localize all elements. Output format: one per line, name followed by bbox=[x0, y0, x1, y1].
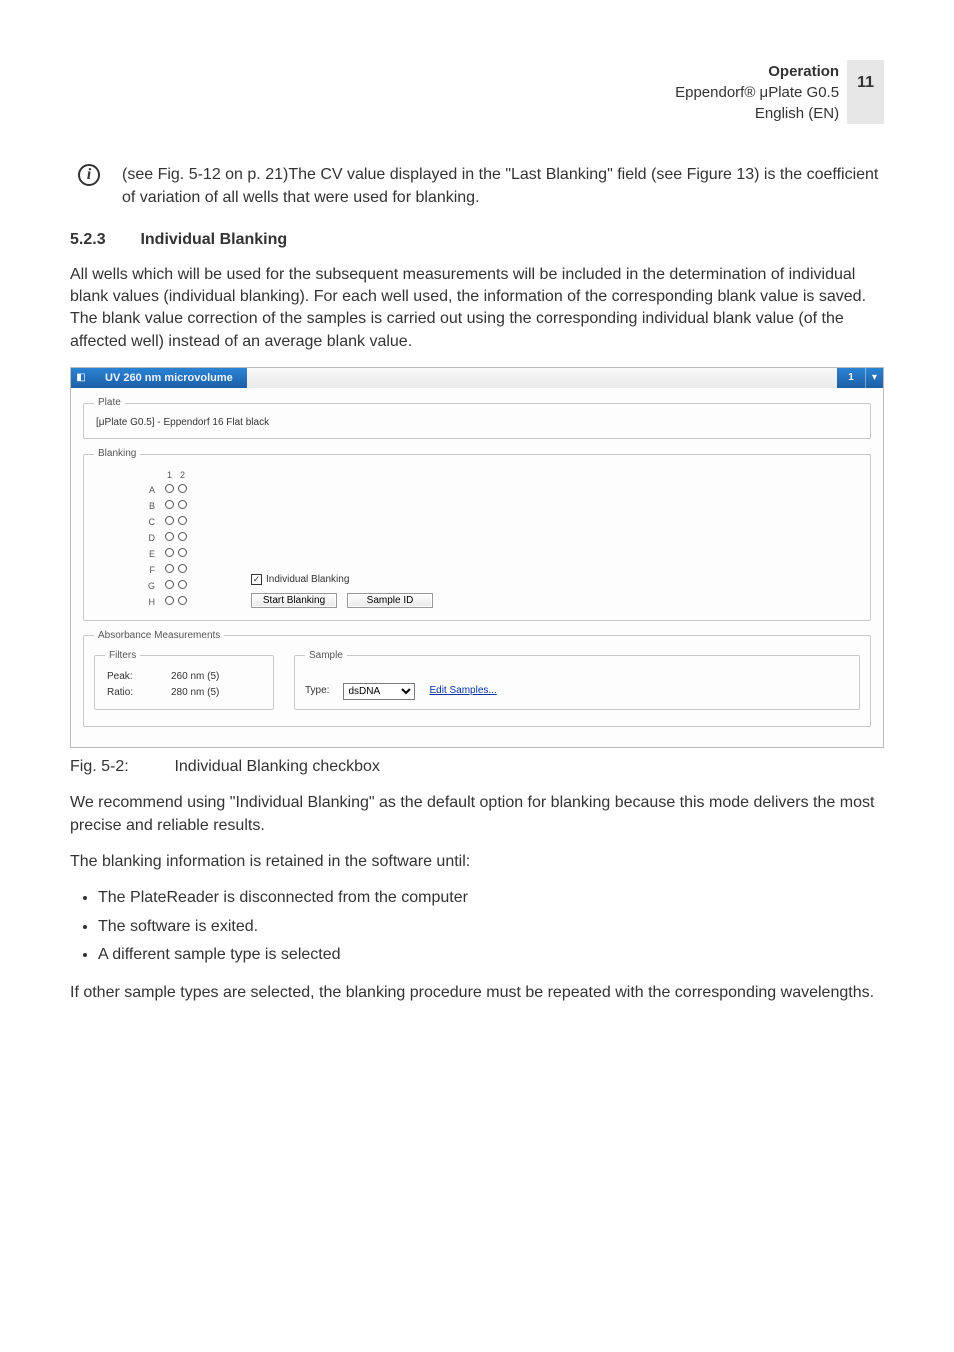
blanking-group: Blanking 12 ABCDEFGH ✓ Individual Blankin… bbox=[83, 447, 871, 621]
info-callout: i (see Fig. 5-12 on p. 21)The CV value d… bbox=[70, 164, 884, 209]
well[interactable] bbox=[165, 484, 174, 493]
well-row-header: D bbox=[148, 532, 161, 546]
header-product: Eppendorf® μPlate G0.5 bbox=[675, 82, 839, 103]
well[interactable] bbox=[165, 580, 174, 589]
bullet-item: The PlateReader is disconnected from the… bbox=[98, 887, 884, 909]
body-para-3: The blanking information is retained in … bbox=[70, 851, 884, 873]
titlebar-tab[interactable]: 1 bbox=[837, 368, 865, 388]
blanking-legend: Blanking bbox=[94, 447, 140, 461]
individual-blanking-checkbox[interactable]: ✓ Individual Blanking bbox=[251, 573, 433, 587]
well-col-header: 2 bbox=[178, 469, 187, 482]
well[interactable] bbox=[165, 516, 174, 525]
info-text: (see Fig. 5-12 on p. 21)The CV value dis… bbox=[122, 164, 884, 209]
plate-legend: Plate bbox=[94, 396, 125, 410]
well-col-header: 1 bbox=[165, 469, 174, 482]
well[interactable] bbox=[165, 500, 174, 509]
info-icon: i bbox=[78, 164, 100, 186]
well[interactable] bbox=[165, 532, 174, 541]
well[interactable] bbox=[178, 484, 187, 493]
plate-name: [μPlate G0.5] - Eppendorf 16 Flat black bbox=[94, 416, 860, 430]
peak-value: 260 nm (5) bbox=[171, 670, 219, 684]
well-row-header: G bbox=[148, 580, 161, 594]
type-label: Type: bbox=[305, 684, 329, 698]
figure-number: Fig. 5-2: bbox=[70, 756, 170, 778]
page-header: Operation Eppendorf® μPlate G0.5 English… bbox=[70, 60, 884, 124]
titlebar-spacer bbox=[247, 368, 837, 388]
sample-group: Sample Type: dsDNA Edit Samples... bbox=[294, 649, 860, 710]
figure-caption: Fig. 5-2: Individual Blanking checkbox bbox=[70, 756, 884, 778]
well[interactable] bbox=[165, 548, 174, 557]
check-icon: ✓ bbox=[251, 574, 262, 585]
well[interactable] bbox=[178, 564, 187, 573]
section-number: 5.2.3 bbox=[70, 229, 136, 251]
bullet-item: A different sample type is selected bbox=[98, 944, 884, 966]
well-row-header: H bbox=[148, 596, 161, 610]
titlebar: ◧ UV 260 nm microvolume 1 ▾ bbox=[71, 368, 883, 388]
filters-legend: Filters bbox=[105, 649, 140, 663]
well-row-header: B bbox=[148, 500, 161, 514]
page-number: 11 bbox=[847, 60, 884, 124]
app-screenshot: ◧ UV 260 nm microvolume 1 ▾ Plate [μPlat… bbox=[70, 367, 884, 748]
well[interactable] bbox=[178, 596, 187, 605]
well-row-header: C bbox=[148, 516, 161, 530]
header-title: Operation bbox=[675, 61, 839, 82]
ratio-label: Ratio: bbox=[107, 686, 147, 700]
absorbance-legend: Absorbance Measurements bbox=[94, 629, 224, 643]
well-row-header: F bbox=[148, 564, 161, 578]
well[interactable] bbox=[165, 596, 174, 605]
titlebar-text: UV 260 nm microvolume bbox=[91, 368, 247, 388]
type-select[interactable]: dsDNA bbox=[343, 683, 415, 700]
bullet-list: The PlateReader is disconnected from the… bbox=[70, 887, 884, 966]
sample-legend: Sample bbox=[305, 649, 347, 663]
well[interactable] bbox=[178, 516, 187, 525]
absorbance-group: Absorbance Measurements Filters Peak: 26… bbox=[83, 629, 871, 727]
well[interactable] bbox=[165, 564, 174, 573]
titlebar-dropdown-icon[interactable]: ▾ bbox=[865, 368, 883, 388]
ratio-value: 280 nm (5) bbox=[171, 686, 219, 700]
edit-samples-link[interactable]: Edit Samples... bbox=[429, 684, 496, 698]
start-blanking-button[interactable]: Start Blanking bbox=[251, 593, 337, 608]
body-para-2: We recommend using "Individual Blanking"… bbox=[70, 792, 884, 837]
well[interactable] bbox=[178, 500, 187, 509]
plate-group: Plate [μPlate G0.5] - Eppendorf 16 Flat … bbox=[83, 396, 871, 439]
well[interactable] bbox=[178, 548, 187, 557]
well[interactable] bbox=[178, 532, 187, 541]
body-para-4: If other sample types are selected, the … bbox=[70, 982, 884, 1004]
well-row-header: A bbox=[148, 484, 161, 498]
well-row-header: E bbox=[148, 548, 161, 562]
filters-group: Filters Peak: 260 nm (5) Ratio: 280 nm (… bbox=[94, 649, 274, 710]
figure-caption-text: Individual Blanking checkbox bbox=[174, 758, 379, 775]
body-para-1: All wells which will be used for the sub… bbox=[70, 264, 884, 354]
app-icon: ◧ bbox=[71, 368, 91, 388]
section-title: Individual Blanking bbox=[140, 231, 287, 248]
sample-id-button[interactable]: Sample ID bbox=[347, 593, 433, 608]
peak-label: Peak: bbox=[107, 670, 147, 684]
header-lang: English (EN) bbox=[675, 103, 839, 124]
bullet-item: The software is exited. bbox=[98, 916, 884, 938]
well[interactable] bbox=[178, 580, 187, 589]
well-grid: 12 ABCDEFGH bbox=[94, 467, 191, 612]
section-heading: 5.2.3 Individual Blanking bbox=[70, 229, 884, 251]
checkbox-label: Individual Blanking bbox=[266, 573, 349, 587]
